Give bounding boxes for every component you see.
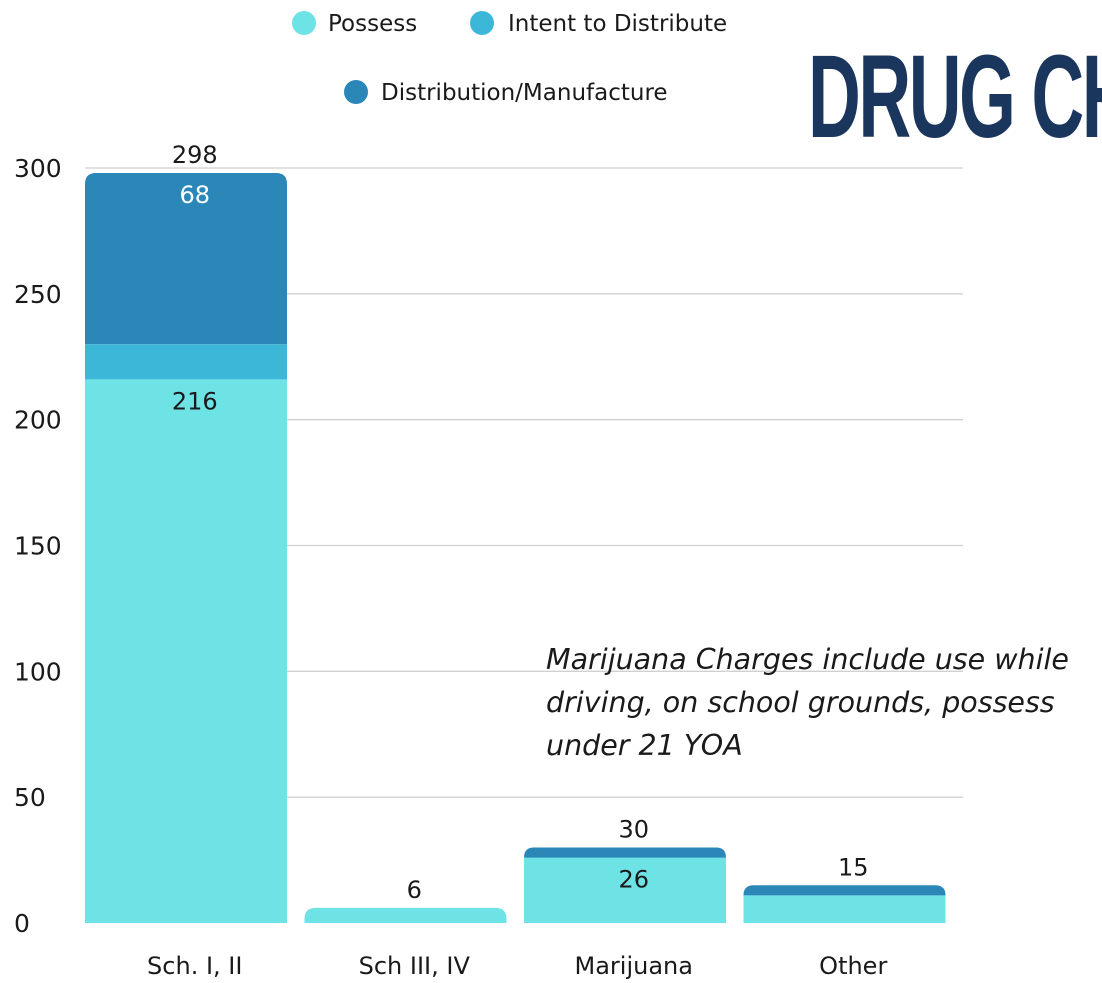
x-tick-label: Marijuana xyxy=(575,952,693,980)
bar-segment xyxy=(85,173,287,345)
legend-label: Intent to Distribute xyxy=(508,11,727,37)
y-tick-label: 250 xyxy=(14,280,62,309)
y-tick-label: 150 xyxy=(14,532,62,561)
x-tick-label: Sch III, IV xyxy=(359,952,471,980)
legend-swatch xyxy=(344,80,368,104)
bar-segment xyxy=(743,885,946,896)
bar-total-label: 15 xyxy=(838,853,869,881)
y-tick-label: 300 xyxy=(14,154,62,183)
bar-segment xyxy=(85,379,287,923)
bar-segment xyxy=(85,344,287,380)
x-tick-label: Sch. I, II xyxy=(147,952,242,980)
brand-heading: DRUG CH xyxy=(808,31,1102,163)
bar-total-label: 6 xyxy=(407,876,422,904)
bar-segment xyxy=(304,907,507,923)
distribution-value-label: 68 xyxy=(179,181,210,209)
bar-segment xyxy=(524,847,726,858)
y-tick-label: 50 xyxy=(14,783,46,812)
bar-total-label: 30 xyxy=(618,816,649,844)
legend-label: Possess xyxy=(328,11,417,37)
y-tick-label: 0 xyxy=(14,909,30,938)
bar-segment xyxy=(743,895,946,923)
possess-value-label: 26 xyxy=(618,866,649,894)
possess-value-label: 216 xyxy=(172,387,218,415)
y-tick-label: 100 xyxy=(14,657,62,686)
chart-annotation: Marijuana Charges include use while driv… xyxy=(546,643,1069,762)
legend-swatch xyxy=(470,11,494,35)
x-tick-label: Other xyxy=(819,952,887,980)
legend-swatch xyxy=(292,11,316,35)
bar-segment xyxy=(524,857,726,923)
bar-total-label: 298 xyxy=(172,141,218,169)
legend-label: Distribution/Manufacture xyxy=(381,80,668,106)
y-tick-label: 200 xyxy=(14,406,62,435)
